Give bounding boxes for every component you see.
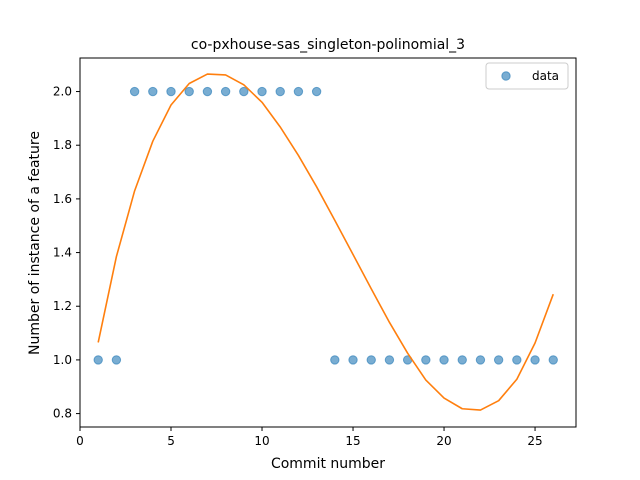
y-tick-label: 1.8 — [53, 138, 72, 152]
legend-marker — [501, 71, 511, 81]
data-point — [366, 355, 376, 365]
data-point — [220, 86, 231, 97]
data-point — [275, 86, 285, 97]
data-point — [330, 355, 340, 365]
data-point — [493, 355, 504, 365]
data-point — [93, 355, 103, 365]
legend-label: data — [532, 69, 559, 83]
data-point — [439, 355, 449, 365]
data-point — [384, 355, 395, 365]
data-point — [512, 355, 522, 365]
x-axis-label: Commit number — [271, 456, 385, 472]
fit-line — [97, 73, 554, 411]
y-tick-label: 1.2 — [53, 299, 72, 313]
y-tick-label: 2.0 — [53, 85, 72, 99]
data-point — [166, 86, 176, 97]
plot-frame — [79, 57, 577, 428]
data-point — [311, 86, 322, 97]
data-point — [111, 355, 122, 365]
data-point — [129, 86, 140, 97]
data-point — [548, 355, 558, 365]
data-point — [475, 355, 486, 365]
y-tick-label: 1.6 — [53, 192, 72, 206]
y-axis-label: Number of instance of a feature — [27, 131, 43, 355]
data-point — [530, 355, 540, 365]
x-tick-label: 10 — [254, 434, 269, 448]
x-tick-label: 15 — [345, 434, 360, 448]
data-point — [184, 86, 194, 97]
data-point — [421, 355, 431, 365]
x-tick-label: 25 — [527, 434, 542, 448]
data-point — [257, 86, 267, 97]
y-tick-label: 1.4 — [53, 246, 72, 260]
plot-area: 0 5 10 15 20 25 0.8 1.0 1.2 1.4 1.6 1.8 2.0 data — [53, 57, 577, 448]
data-point — [457, 355, 467, 365]
data-point — [148, 86, 158, 97]
data-point — [239, 86, 249, 97]
data-point — [202, 86, 213, 97]
legend-box — [485, 62, 569, 90]
chart-title: co-pxhouse-sas_singleton-polinomial_3 — [191, 37, 465, 53]
y-tick-label: 1.0 — [53, 353, 72, 367]
x-tick-label: 20 — [436, 434, 451, 448]
y-tick-label: 0.8 — [53, 407, 72, 421]
data-point — [293, 86, 304, 97]
data-point — [348, 355, 358, 365]
x-tick-label: 5 — [167, 434, 175, 448]
x-tick-label: 0 — [76, 434, 84, 448]
